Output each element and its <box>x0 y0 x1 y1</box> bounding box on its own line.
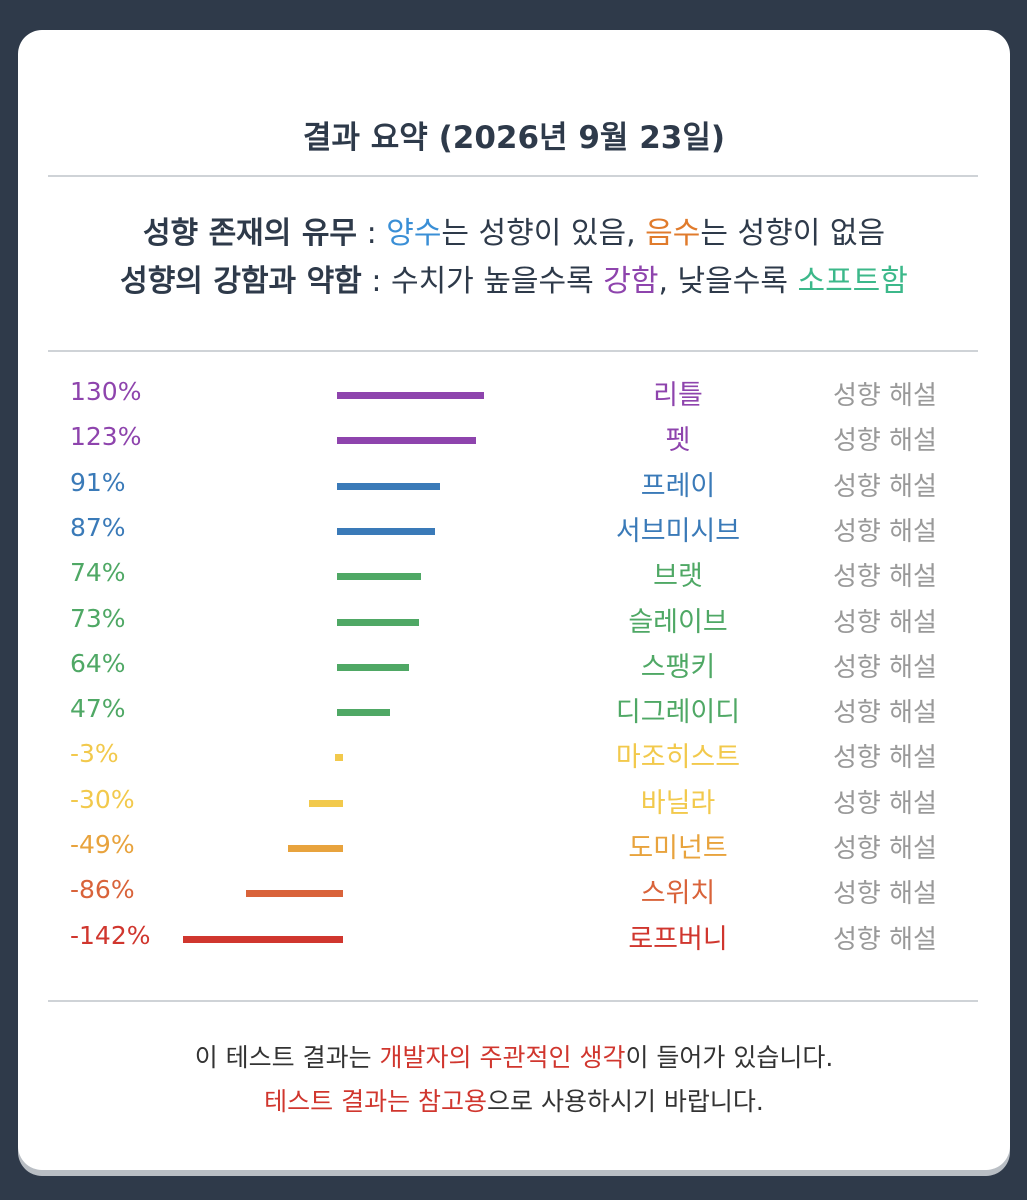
detail-link[interactable]: 성향 해설 <box>833 607 937 638</box>
legend-soft: 소프트함 <box>797 264 908 299</box>
value-label: 47% <box>70 694 126 724</box>
legend-line-2: 성향의 강함과 약함 : 수치가 높을수록 강함, 낮을수록 소프트함 <box>18 258 1010 306</box>
bar <box>337 709 391 717</box>
value-label: 74% <box>70 558 126 588</box>
bar <box>337 392 484 399</box>
legend-separator: : <box>357 216 387 251</box>
category-label: 서브미시브 <box>615 515 741 547</box>
category-label: 바닐라 <box>640 787 716 819</box>
detail-link[interactable]: 성향 해설 <box>833 924 937 955</box>
category-label: 도미넌트 <box>628 833 728 864</box>
disclaimer-text: 으로 사용하시기 바랍니다. <box>487 1087 764 1116</box>
category-label: 마조히스트 <box>615 742 741 774</box>
bar <box>245 890 343 898</box>
category-label: 슬레이브 <box>628 606 728 638</box>
detail-link[interactable]: 성향 해설 <box>833 516 937 547</box>
chart-row: 123% 펫 성향 해설 <box>18 420 1010 460</box>
legend-label-strength: 성향의 강함과 약함 <box>120 264 362 299</box>
disclaimer-line-1: 이 테스트 결과는 개발자의 주관적인 생각이 들어가 있습니다. <box>18 1036 1010 1080</box>
detail-link[interactable]: 성향 해설 <box>833 834 937 864</box>
value-label: 87% <box>70 512 126 542</box>
chart-row: -30% 바닐라 성향 해설 <box>18 783 1010 823</box>
bar <box>337 527 436 535</box>
detail-link[interactable]: 성향 해설 <box>833 788 937 819</box>
legend-separator: : <box>361 264 391 299</box>
value-label: -3% <box>70 739 119 769</box>
bar <box>337 663 410 671</box>
chart-row: 47% 디그레이디 성향 해설 <box>18 692 1010 732</box>
category-label: 로프버니 <box>628 923 728 955</box>
detail-link[interactable]: 성향 해설 <box>833 381 937 411</box>
chart-row: -3% 마조히스트 성향 해설 <box>18 737 1010 777</box>
legend-negative-text: 는 성향이 없음 <box>700 216 886 251</box>
value-label: 73% <box>70 603 126 633</box>
bar <box>337 482 440 490</box>
legend-label-existence: 성향 존재의 유무 <box>142 216 358 251</box>
chart-row: -142% 로프버니 성향 해설 <box>18 919 1010 959</box>
category-label: 스위치 <box>640 878 716 910</box>
value-label: -86% <box>70 875 135 905</box>
chart-row: 130% 리틀 성향 해설 <box>18 375 1010 415</box>
legend-higher-text: 수치가 높을수록 <box>390 264 604 299</box>
bar <box>182 935 343 943</box>
detail-link[interactable]: 성향 해설 <box>833 562 937 593</box>
chart-row: 73% 슬레이브 성향 해설 <box>18 602 1010 642</box>
detail-link[interactable]: 성향 해설 <box>833 879 937 910</box>
value-label: -49% <box>70 830 135 859</box>
detail-link[interactable]: 성향 해설 <box>833 698 937 729</box>
legend-positive-text: 는 성향이 있음, <box>441 216 646 251</box>
legend-positive: 양수 <box>386 216 442 251</box>
value-label: -30% <box>70 784 135 814</box>
bar <box>337 573 421 581</box>
chart-row: -86% 스위치 성향 해설 <box>18 873 1010 913</box>
legend: 성향 존재의 유무 : 양수는 성향이 있음, 음수는 성향이 없음 성향의 강… <box>18 210 1010 306</box>
disclaimer-line-2: 테스트 결과는 참고용으로 사용하시기 바랍니다. <box>18 1080 1010 1124</box>
chart-row: 87% 서브미시브 성향 해설 <box>18 511 1010 551</box>
value-label: 123% <box>70 422 142 452</box>
chart-row: -49% 도미넌트 성향 해설 <box>18 828 1010 868</box>
category-label: 디그레이디 <box>615 697 741 729</box>
bar <box>287 845 343 852</box>
bar <box>335 754 343 762</box>
legend-lower-text: , 낮을수록 <box>658 264 798 299</box>
disclaimer-highlight: 개발자의 주관적인 생각 <box>379 1043 626 1072</box>
divider <box>48 1000 978 1002</box>
detail-link[interactable]: 성향 해설 <box>833 743 937 774</box>
chart-row: 91% 프레이 성향 해설 <box>18 466 1010 506</box>
legend-strong: 강함 <box>603 264 659 299</box>
disclaimer-text: 이 테스트 결과는 <box>194 1043 380 1072</box>
disclaimer: 이 테스트 결과는 개발자의 주관적인 생각이 들어가 있습니다. 테스트 결과… <box>18 1036 1010 1124</box>
page-title: 결과 요약 (2026년 9월 23일) <box>302 120 726 156</box>
disclaimer-text: 이 들어가 있습니다. <box>625 1043 834 1072</box>
legend-line-1: 성향 존재의 유무 : 양수는 성향이 있음, 음수는 성향이 없음 <box>18 210 1010 258</box>
chart-row: 74% 브랫 성향 해설 <box>18 556 1010 596</box>
divider <box>48 175 978 177</box>
value-label: 130% <box>70 377 142 406</box>
detail-link[interactable]: 성향 해설 <box>833 652 937 683</box>
legend-negative: 음수 <box>645 216 701 251</box>
category-label: 브랫 <box>653 561 703 593</box>
bar <box>337 437 476 445</box>
divider <box>48 350 978 352</box>
detail-link[interactable]: 성향 해설 <box>833 426 937 457</box>
value-label: 64% <box>70 648 126 678</box>
value-label: -142% <box>70 920 151 950</box>
category-label: 리틀 <box>653 380 703 411</box>
bar <box>309 799 343 807</box>
result-card: 결과 요약 (2026년 9월 23일) 성향 존재의 유무 : 양수는 성향이… <box>18 30 1010 1170</box>
chart-row: 64% 스팽키 성향 해설 <box>18 647 1010 687</box>
disclaimer-highlight: 테스트 결과는 참고용 <box>264 1087 488 1116</box>
detail-link[interactable]: 성향 해설 <box>833 471 937 502</box>
category-label: 스팽키 <box>640 651 716 683</box>
category-label: 프레이 <box>640 470 716 502</box>
bar <box>337 618 420 626</box>
value-label: 91% <box>70 467 126 497</box>
category-label: 펫 <box>665 425 691 457</box>
